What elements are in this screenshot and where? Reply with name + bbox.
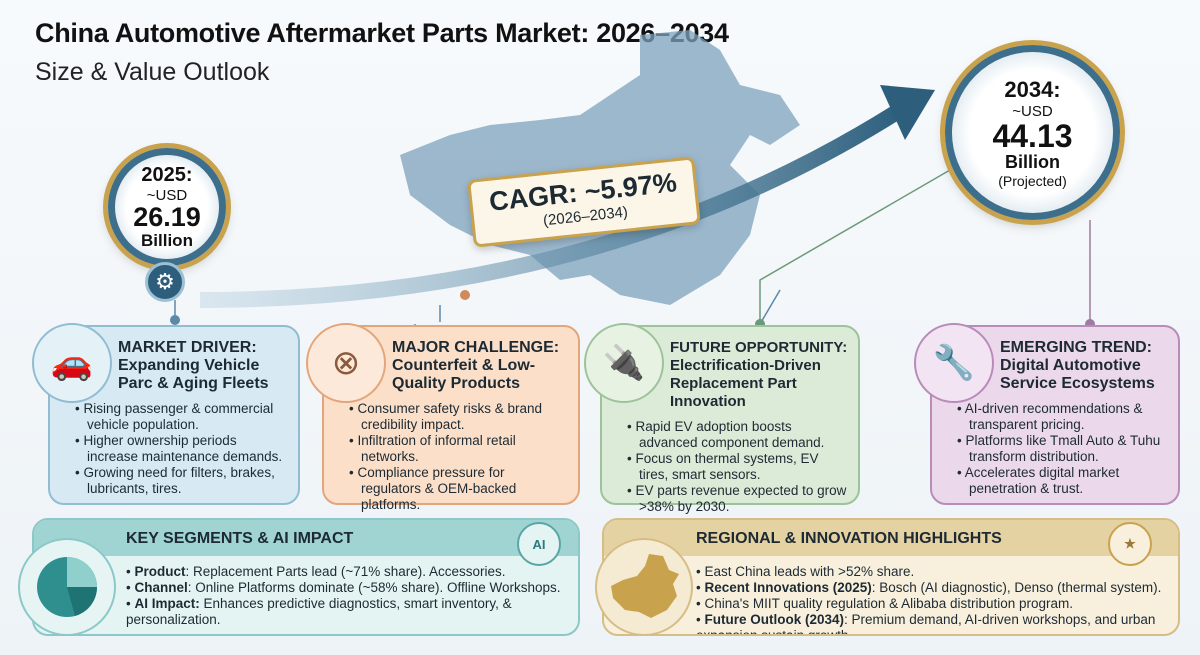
key-segments-panel: KEY SEGMENTS & AI IMPACT Product: Replac… [32,518,580,636]
card-subtitle: Counterfeit & Low-Quality Products [392,357,536,392]
bullet: AI-driven recommendations & transparent … [957,401,1168,433]
future-opportunity-card: 🔌 FUTURE OPPORTUNITY: Electrification-Dri… [584,323,860,514]
bullet: Infiltration of informal retail networks… [349,433,568,465]
ev-car-icon: 🔌 [584,323,664,403]
bullet: Future Outlook (2034): Premium demand, A… [696,612,1178,634]
bullet: Product: Replacement Parts lead (~71% sh… [126,564,578,580]
bullet: Channel: Online Platforms dominate (~58%… [126,580,578,596]
tablet-wrench-icon: 🔧 [914,323,994,403]
bullet: Consumer safety risks & brand credibilit… [349,401,568,433]
card-title: MAJOR CHALLENGE: [392,339,560,356]
value-2025-badge: 2025: ~USD 26.19 Billion [108,148,226,266]
end-year: 2034: [1004,76,1061,102]
end-value: 44.13 [992,117,1073,154]
card-subtitle: Expanding Vehicle Parc & Aging Fleets [118,357,269,392]
bullet: Platforms like Tmall Auto & Tuhu transfo… [957,433,1168,465]
card-subtitle: Electrification-Driven Replacement Part … [670,357,821,410]
bullet: Rapid EV adoption boosts advanced compon… [627,419,848,451]
major-challenge-card: ⊗ MAJOR CHALLENGE: Counterfeit & Low-Qual… [306,323,580,512]
bullet: EV parts revenue expected to grow >38% b… [627,483,848,515]
gear-car-icon: ⚙ [145,262,185,302]
start-unit: Billion [141,230,193,250]
bullet: East China leads with >52% share. [696,564,1178,580]
card-title: MARKET DRIVER: [118,339,257,356]
end-unit: Billion [1005,151,1060,172]
bullet: Rising passenger & commercial vehicle po… [75,401,288,433]
page-title: China Automotive Aftermarket Parts Marke… [35,18,729,48]
china-map-icon [595,538,693,636]
start-value: 26.19 [133,201,201,232]
pie-chart-icon [18,538,116,636]
cars-wrench-icon: 🚗 [32,323,112,403]
bullet: Focus on thermal systems, EV tires, smar… [627,451,848,483]
card-title: EMERGING TREND: [1000,339,1152,356]
start-year: 2025: [141,163,193,186]
regional-highlights-panel: REGIONAL & INNOVATION HIGHLIGHTS East Ch… [602,518,1180,636]
ai-chip-icon: AI [517,522,561,566]
card-subtitle: Digital Automotive Service Ecosystems [1000,357,1155,392]
counterfeit-part-icon: ⊗ [306,323,386,403]
bullet: Recent Innovations (2025): Bosch (AI dia… [696,580,1178,596]
bullet: Higher ownership periods increase mainte… [75,433,288,465]
page-subtitle: Size & Value Outlook [35,58,270,86]
panel-title: KEY SEGMENTS & AI IMPACT [34,520,578,556]
bullet: Accelerates digital market penetration &… [957,465,1168,497]
end-currency: ~USD [1012,102,1053,120]
end-note: (Projected) [998,172,1067,189]
card-title: FUTURE OPPORTUNITY: [670,339,848,356]
bullet: China's MIIT quality regulation & Alibab… [696,596,1178,612]
market-driver-card: 🚗 MARKET DRIVER: Expanding Vehicle Parc &… [32,323,300,505]
bullet: AI Impact: Enhances predictive diagnosti… [126,596,578,628]
value-2034-badge: 2034: ~USD 44.13 Billion (Projected) [945,45,1120,220]
panel-title: REGIONAL & INNOVATION HIGHLIGHTS [604,520,1178,556]
start-currency: ~USD [146,186,188,204]
podium-star-icon: ★ [1108,522,1152,566]
bullet: Growing need for filters, brakes, lubric… [75,465,288,497]
emerging-trend-card: 🔧 EMERGING TREND: Digital Automotive Serv… [914,323,1180,505]
bullet: Compliance pressure for regulators & OEM… [349,465,568,513]
